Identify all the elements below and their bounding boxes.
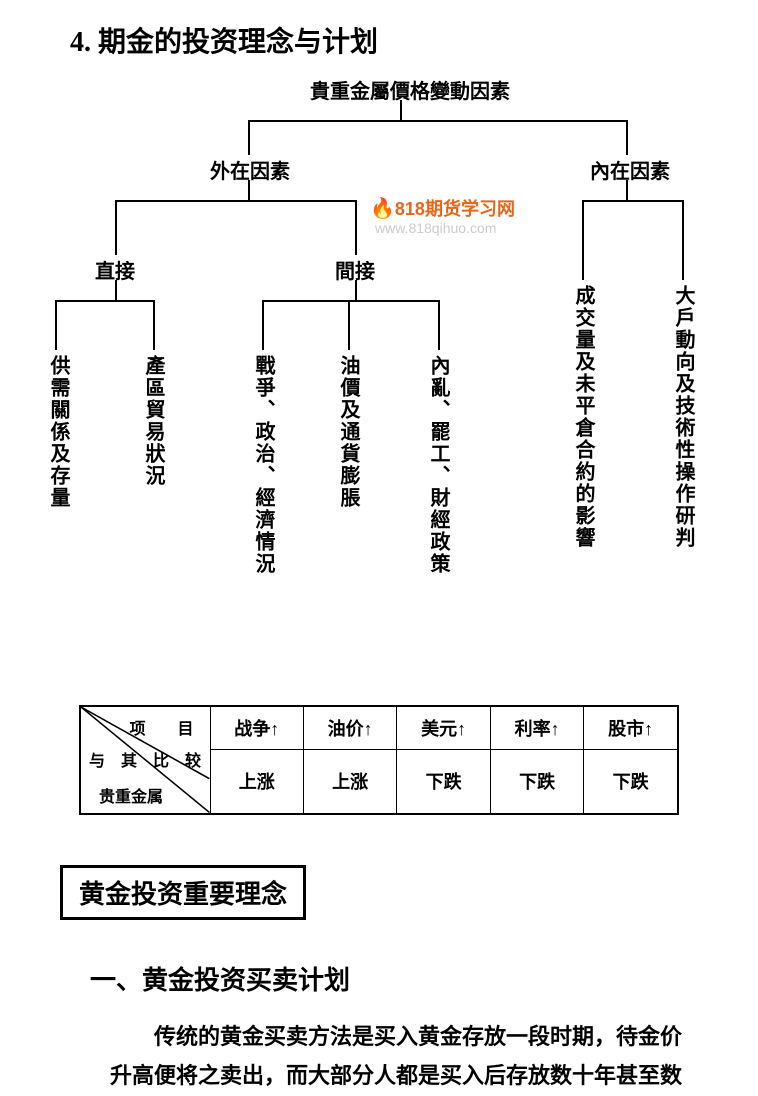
leaf-war: 戰爭、政治、經濟情況 <box>250 355 276 575</box>
diag-label-top: 项 目 <box>129 715 201 739</box>
table-cell: 上涨 <box>303 750 396 814</box>
table-header: 利率↑ <box>490 706 583 750</box>
table-header: 股市↑ <box>584 706 678 750</box>
page-title: 4. 期金的投资理念与计划 <box>70 20 728 60</box>
flame-icon: 🔥 <box>370 196 395 221</box>
tree-line <box>262 300 440 302</box>
tree-line <box>115 200 117 255</box>
leaf-trade: 產區貿易狀況 <box>140 355 166 487</box>
leaf-unrest: 內亂、罷工、財經政策 <box>425 355 451 575</box>
diag-label-mid: 与 其 比 较 <box>89 747 207 771</box>
tree-line <box>248 120 250 155</box>
tree-line <box>262 300 264 350</box>
external-node: 外在因素 <box>210 155 290 184</box>
internal-node: 內在因素 <box>590 155 670 184</box>
leaf-oil: 油價及通貨膨脹 <box>335 355 361 509</box>
tree-diagram: 貴重金屬價格變動因素 外在因素 內在因素 直接 間接 供需關係及存量 產區貿易狀… <box>30 75 730 705</box>
tree-line <box>248 120 628 122</box>
tree-line <box>55 300 57 350</box>
diagonal-header-cell: 项 目 与 其 比 较 贵重金属 <box>80 706 210 814</box>
tree-line <box>626 120 628 155</box>
body-paragraph: 传统的黄金买卖方法是买入黄金存放一段时期，待金价升高便将之卖出，而大部分人都是买… <box>110 1017 698 1096</box>
table-cell: 下跌 <box>490 750 583 814</box>
table-cell: 下跌 <box>397 750 490 814</box>
tree-line <box>355 280 357 300</box>
subheading: 一、黄金投资买卖计划 <box>90 960 728 997</box>
leaf-volume: 成交量及未平倉合約的影響 <box>570 285 596 549</box>
tree-line <box>248 180 250 200</box>
watermark-url: www.818qihuo.com <box>375 220 496 236</box>
diag-label-bot: 贵重金属 <box>99 783 163 807</box>
tree-line <box>115 280 117 300</box>
table-cell: 上涨 <box>210 750 303 814</box>
tree-line <box>348 300 350 350</box>
tree-line <box>582 200 684 202</box>
watermark-text: 🔥818期货学习网 <box>370 195 515 221</box>
tree-line <box>626 180 628 200</box>
tree-line <box>582 200 584 280</box>
root-node: 貴重金屬價格變動因素 <box>310 75 510 104</box>
table-header: 战争↑ <box>210 706 303 750</box>
leaf-technical: 大戶動向及技術性操作研判 <box>670 285 696 549</box>
table-cell: 下跌 <box>584 750 678 814</box>
tree-line <box>355 200 357 255</box>
tree-line <box>400 100 402 120</box>
tree-line <box>115 200 355 202</box>
table-header: 油价↑ <box>303 706 396 750</box>
section-box: 黄金投资重要理念 <box>60 865 306 920</box>
tree-line <box>55 300 155 302</box>
table-header: 美元↑ <box>397 706 490 750</box>
tree-line <box>682 200 684 280</box>
comparison-table: 项 目 与 其 比 较 贵重金属 战争↑ 油价↑ 美元↑ 利率↑ 股市↑ 上涨 … <box>79 705 679 815</box>
leaf-supply: 供需關係及存量 <box>45 355 71 509</box>
tree-line <box>153 300 155 350</box>
tree-line <box>438 300 440 350</box>
